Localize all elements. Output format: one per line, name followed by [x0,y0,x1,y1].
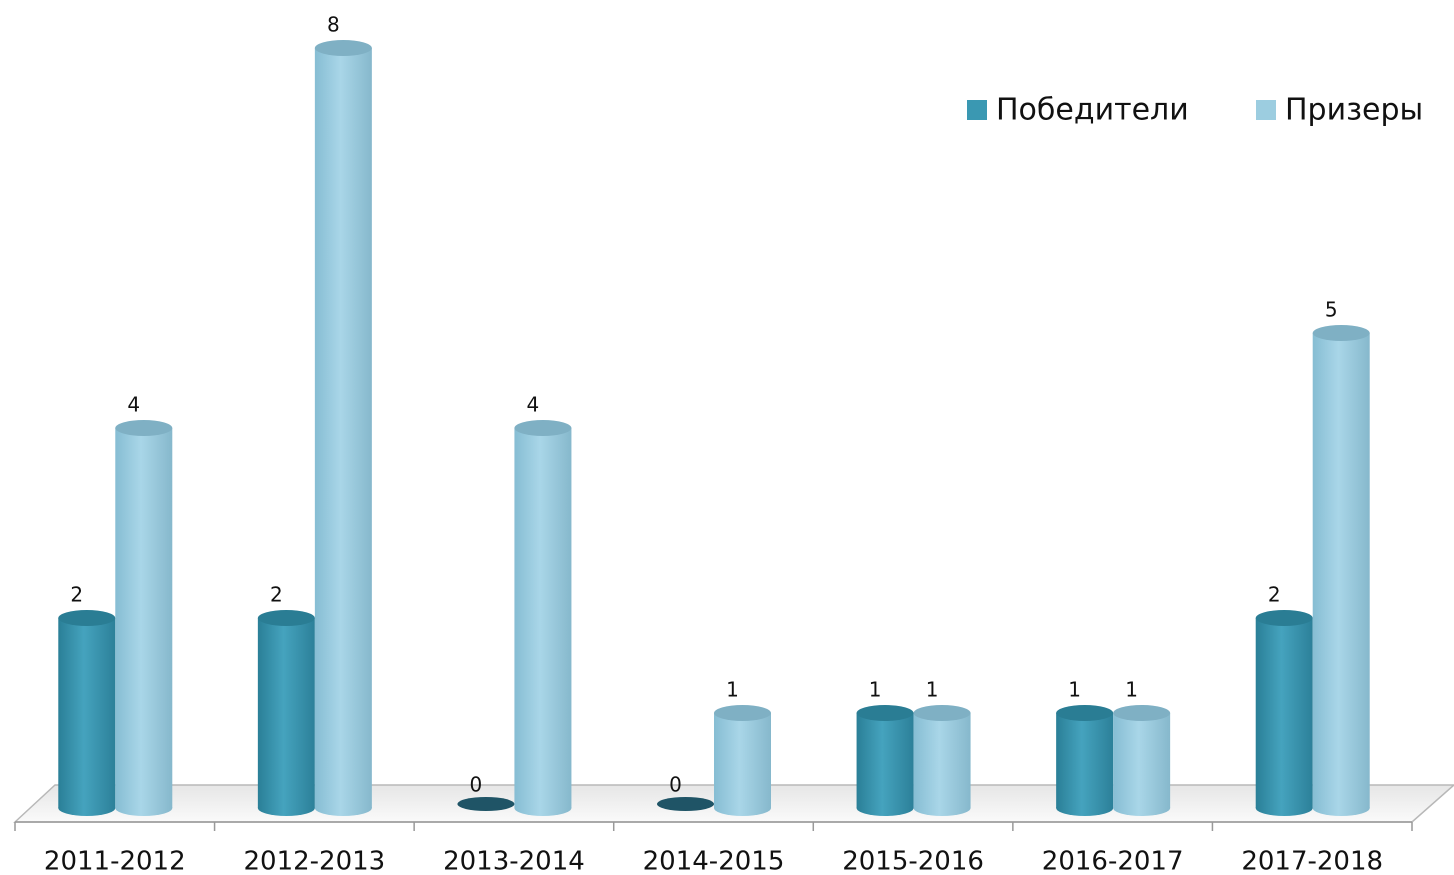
value-label: 5 [1325,298,1338,322]
cylinder-top [657,797,714,811]
value-label: 1 [1068,678,1081,702]
x-tick-label: 2011-2012 [44,847,186,875]
cylinder-body [1056,713,1114,808]
cylinder-base [314,800,372,816]
bar [58,610,116,816]
cylinder-base [1056,800,1114,816]
cylinder-base [714,800,771,816]
value-label: 8 [327,13,340,37]
x-tick-label: 2014-2015 [643,847,785,875]
cylinder-base [257,800,315,816]
cylinder-base [856,800,914,816]
cylinder-top [115,420,173,436]
cylinder-base [1113,800,1171,816]
cylinder-body [257,618,315,808]
cylinder-base [1255,800,1313,816]
value-label: 1 [1125,678,1138,702]
cylinder-body [714,713,771,808]
bar [514,420,572,816]
bar [115,420,173,816]
legend-label: Победители [996,93,1189,128]
x-tick-label: 2017-2018 [1241,847,1383,875]
cylinder-top [257,610,315,626]
value-label: 4 [127,393,140,417]
value-label: 1 [726,678,739,702]
cylinder-body [1312,333,1370,808]
bar [1255,610,1313,816]
cylinder-top [856,705,914,721]
bar [657,797,714,811]
cylinder-top [1312,325,1370,341]
bar [1056,705,1114,816]
cylinder-base [1312,800,1370,816]
value-label: 2 [70,583,83,607]
bar [257,610,315,816]
cylinder-body [115,428,173,808]
cylinder-top [1113,705,1171,721]
cylinder-base [514,800,572,816]
cylinder-base [115,800,173,816]
cylinder-body [856,713,914,808]
cylinder-base [58,800,116,816]
x-tick-label: 2013-2014 [443,847,585,875]
legend-swatch [967,100,987,120]
value-label: 1 [926,678,939,702]
bar [457,797,515,811]
cylinder-top [1056,705,1114,721]
legend-label: Призеры [1285,93,1423,128]
bar [913,705,971,816]
cylinder-top [457,797,515,811]
value-label: 4 [527,393,540,417]
cylinder-base [913,800,971,816]
bar [714,705,771,816]
bar [314,40,372,816]
x-tick-label: 2012-2013 [243,847,385,875]
value-label: 2 [1268,583,1281,607]
bar [1312,325,1370,816]
cylinder-top [514,420,572,436]
cylinder-top [314,40,372,56]
x-tick-label: 2015-2016 [842,847,984,875]
cylinder-top [913,705,971,721]
cylinder-body [913,713,971,808]
value-label: 1 [869,678,882,702]
value-label: 2 [270,583,283,607]
cylinder-top [714,705,771,721]
cylinder-top [58,610,116,626]
cylinder-body [58,618,116,808]
cylinder-body [514,428,572,808]
bar [1113,705,1171,816]
x-tick-label: 2016-2017 [1042,847,1184,875]
cylinder-body [1255,618,1313,808]
cylinder-body [314,48,372,808]
value-label: 0 [470,773,483,797]
cylinder-body [1113,713,1171,808]
bar [856,705,914,816]
cylinder-top [1255,610,1313,626]
legend-swatch [1256,100,1276,120]
value-label: 0 [669,773,682,797]
